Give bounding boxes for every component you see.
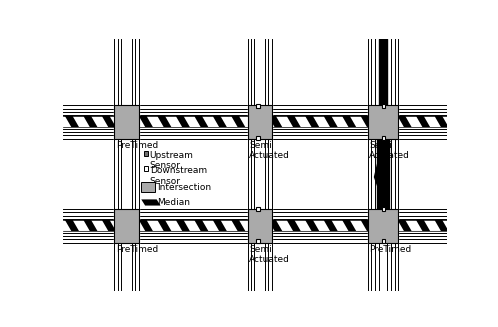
Text: PreTimed: PreTimed	[116, 245, 158, 254]
Text: Semi
Actuated: Semi Actuated	[369, 141, 410, 160]
Text: Upstream
Sensor: Upstream Sensor	[150, 151, 194, 170]
Polygon shape	[294, 116, 311, 127]
Polygon shape	[350, 116, 367, 127]
Polygon shape	[374, 139, 389, 209]
Bar	[115, 209, 139, 243]
Polygon shape	[54, 116, 71, 127]
Polygon shape	[239, 220, 256, 231]
Polygon shape	[442, 220, 459, 231]
Polygon shape	[165, 220, 182, 231]
Bar	[256, 104, 260, 108]
Text: PreTimed: PreTimed	[116, 141, 158, 150]
Bar	[248, 209, 272, 243]
Polygon shape	[461, 116, 478, 127]
Bar	[256, 239, 260, 243]
Polygon shape	[369, 220, 385, 231]
Polygon shape	[313, 116, 330, 127]
Polygon shape	[184, 116, 201, 127]
Bar	[381, 104, 385, 108]
Text: Downstream
Sensor: Downstream Sensor	[150, 166, 207, 186]
Polygon shape	[332, 116, 349, 127]
Bar	[143, 166, 148, 171]
Polygon shape	[128, 116, 145, 127]
Polygon shape	[257, 116, 274, 127]
Text: Median: Median	[157, 198, 190, 207]
Polygon shape	[73, 116, 90, 127]
Polygon shape	[405, 220, 422, 231]
Bar	[64, 116, 447, 127]
Polygon shape	[424, 116, 441, 127]
Polygon shape	[110, 116, 126, 127]
Polygon shape	[479, 116, 497, 127]
Polygon shape	[369, 116, 385, 127]
Bar	[64, 220, 447, 231]
Polygon shape	[276, 220, 293, 231]
Polygon shape	[202, 116, 219, 127]
Bar	[115, 105, 139, 139]
Bar	[381, 239, 385, 243]
Polygon shape	[36, 220, 53, 231]
Text: Intersection: Intersection	[157, 182, 211, 192]
Bar	[381, 136, 385, 140]
Bar	[256, 207, 260, 211]
Polygon shape	[387, 220, 404, 231]
Polygon shape	[73, 220, 90, 231]
Polygon shape	[36, 116, 53, 127]
Polygon shape	[91, 220, 108, 231]
Bar	[368, 209, 398, 243]
Polygon shape	[387, 116, 404, 127]
Polygon shape	[91, 116, 108, 127]
Polygon shape	[239, 116, 256, 127]
Polygon shape	[221, 220, 238, 231]
Polygon shape	[332, 220, 349, 231]
Polygon shape	[17, 116, 34, 127]
Polygon shape	[202, 220, 219, 231]
Polygon shape	[257, 220, 274, 231]
Polygon shape	[184, 220, 201, 231]
Bar	[248, 105, 272, 139]
Polygon shape	[461, 220, 478, 231]
Polygon shape	[276, 116, 293, 127]
Polygon shape	[17, 220, 34, 231]
Polygon shape	[141, 199, 160, 206]
Polygon shape	[313, 220, 330, 231]
Polygon shape	[165, 116, 182, 127]
Polygon shape	[350, 220, 367, 231]
Polygon shape	[479, 220, 497, 231]
Bar	[368, 105, 398, 139]
Bar	[256, 136, 260, 140]
Polygon shape	[424, 220, 441, 231]
Polygon shape	[442, 116, 459, 127]
Text: PreTimed: PreTimed	[369, 245, 411, 254]
Polygon shape	[405, 116, 422, 127]
Text: Semi
Actuated: Semi Actuated	[249, 141, 290, 160]
Polygon shape	[221, 116, 238, 127]
Bar	[143, 151, 148, 156]
Text: Semi
Actuated: Semi Actuated	[249, 245, 290, 264]
Polygon shape	[110, 220, 126, 231]
Polygon shape	[146, 220, 164, 231]
Polygon shape	[54, 220, 71, 231]
Polygon shape	[294, 220, 311, 231]
Polygon shape	[146, 116, 164, 127]
Bar	[141, 182, 155, 193]
Polygon shape	[128, 220, 145, 231]
Bar	[381, 207, 385, 211]
